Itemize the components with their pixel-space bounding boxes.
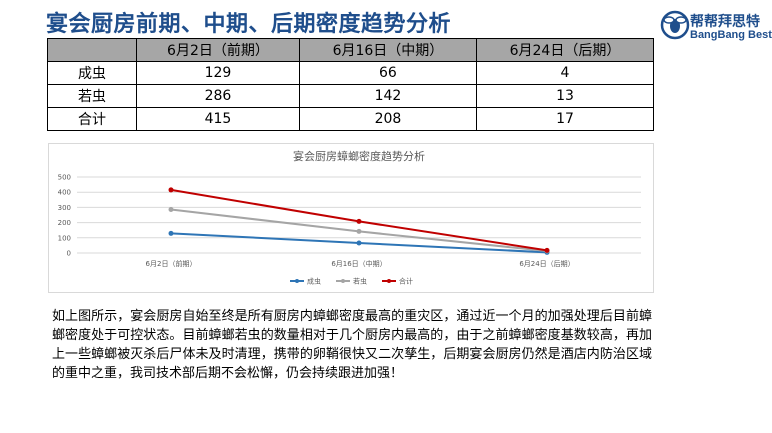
table-row: 成虫 129 66 4: [47, 61, 655, 85]
table-cell: 13: [475, 84, 655, 108]
data-point: [168, 187, 174, 193]
chart-title: 宴会厨房蟑螂密度趋势分析: [293, 149, 425, 163]
table-cell: 208: [298, 107, 477, 131]
legend-marker: [387, 279, 391, 283]
trend-chart: 宴会厨房蟑螂密度趋势分析 0 100 200 300 400 500 6月2日（前期） 6月16…: [48, 143, 654, 293]
y-tick-label: 100: [58, 234, 71, 242]
table-cell: 129: [136, 61, 300, 85]
legend-label: 若虫: [353, 277, 367, 286]
legend-label: 合计: [399, 277, 413, 286]
data-point: [356, 240, 362, 246]
table-cell: 4: [475, 61, 655, 85]
x-tick-label: 6月2日（前期）: [146, 259, 197, 268]
logo-english-name: BangBang Best: [690, 29, 772, 41]
analysis-paragraph: 如上图所示，宴会厨房自始至终是所有厨房内蟑螂密度最高的重灾区，通过近一个月的加强…: [52, 309, 652, 381]
data-point: [356, 228, 362, 234]
row-label: 若虫: [47, 84, 137, 108]
table-cell: 17: [475, 107, 655, 131]
row-label: 成虫: [47, 61, 137, 85]
y-tick-label: 0: [67, 250, 71, 258]
legend-marker: [295, 279, 299, 283]
table-cell: 66: [298, 61, 477, 85]
y-tick-label: 200: [58, 219, 71, 227]
data-point: [168, 230, 174, 236]
trend-chart-svg: 宴会厨房蟑螂密度趋势分析 0 100 200 300 400 500 6月2日（前期） 6月16…: [58, 149, 641, 286]
table-row: 合计 415 208 17: [47, 107, 655, 131]
table-header-row: 6月2日（前期） 6月16日（中期） 6月24日（后期）: [47, 38, 655, 62]
row-label: 合计: [47, 107, 137, 131]
data-point: [544, 247, 550, 253]
table-header-cell: 6月24日（后期）: [475, 38, 655, 62]
table-row: 若虫 286 142 13: [47, 84, 655, 108]
data-point: [356, 218, 362, 224]
y-tick-label: 500: [58, 174, 71, 182]
table-cell: 142: [298, 84, 477, 108]
bee-logo-icon: [660, 10, 690, 40]
legend-marker: [341, 279, 345, 283]
y-tick-label: 400: [58, 189, 71, 197]
page-title: 宴会厨房前期、中期、后期密度趋势分析: [46, 12, 452, 37]
data-point: [168, 207, 174, 213]
table-header-cell: 6月16日（中期）: [298, 38, 477, 62]
table-cell: 415: [136, 107, 300, 131]
company-logo: 帮帮拜思特 BangBang Best: [660, 8, 772, 44]
x-tick-label: 6月16日（中期）: [331, 259, 386, 268]
density-table: 6月2日（前期） 6月16日（中期） 6月24日（后期） 成虫 129 66 4…: [47, 38, 655, 131]
x-tick-label: 6月24日（后期）: [519, 259, 574, 268]
table-header-cell: 6月2日（前期）: [136, 38, 300, 62]
table-header-cell: [47, 38, 137, 62]
y-tick-label: 300: [58, 204, 71, 212]
legend-label: 成虫: [307, 277, 321, 286]
table-cell: 286: [136, 84, 300, 108]
logo-chinese-name: 帮帮拜思特: [690, 14, 760, 30]
